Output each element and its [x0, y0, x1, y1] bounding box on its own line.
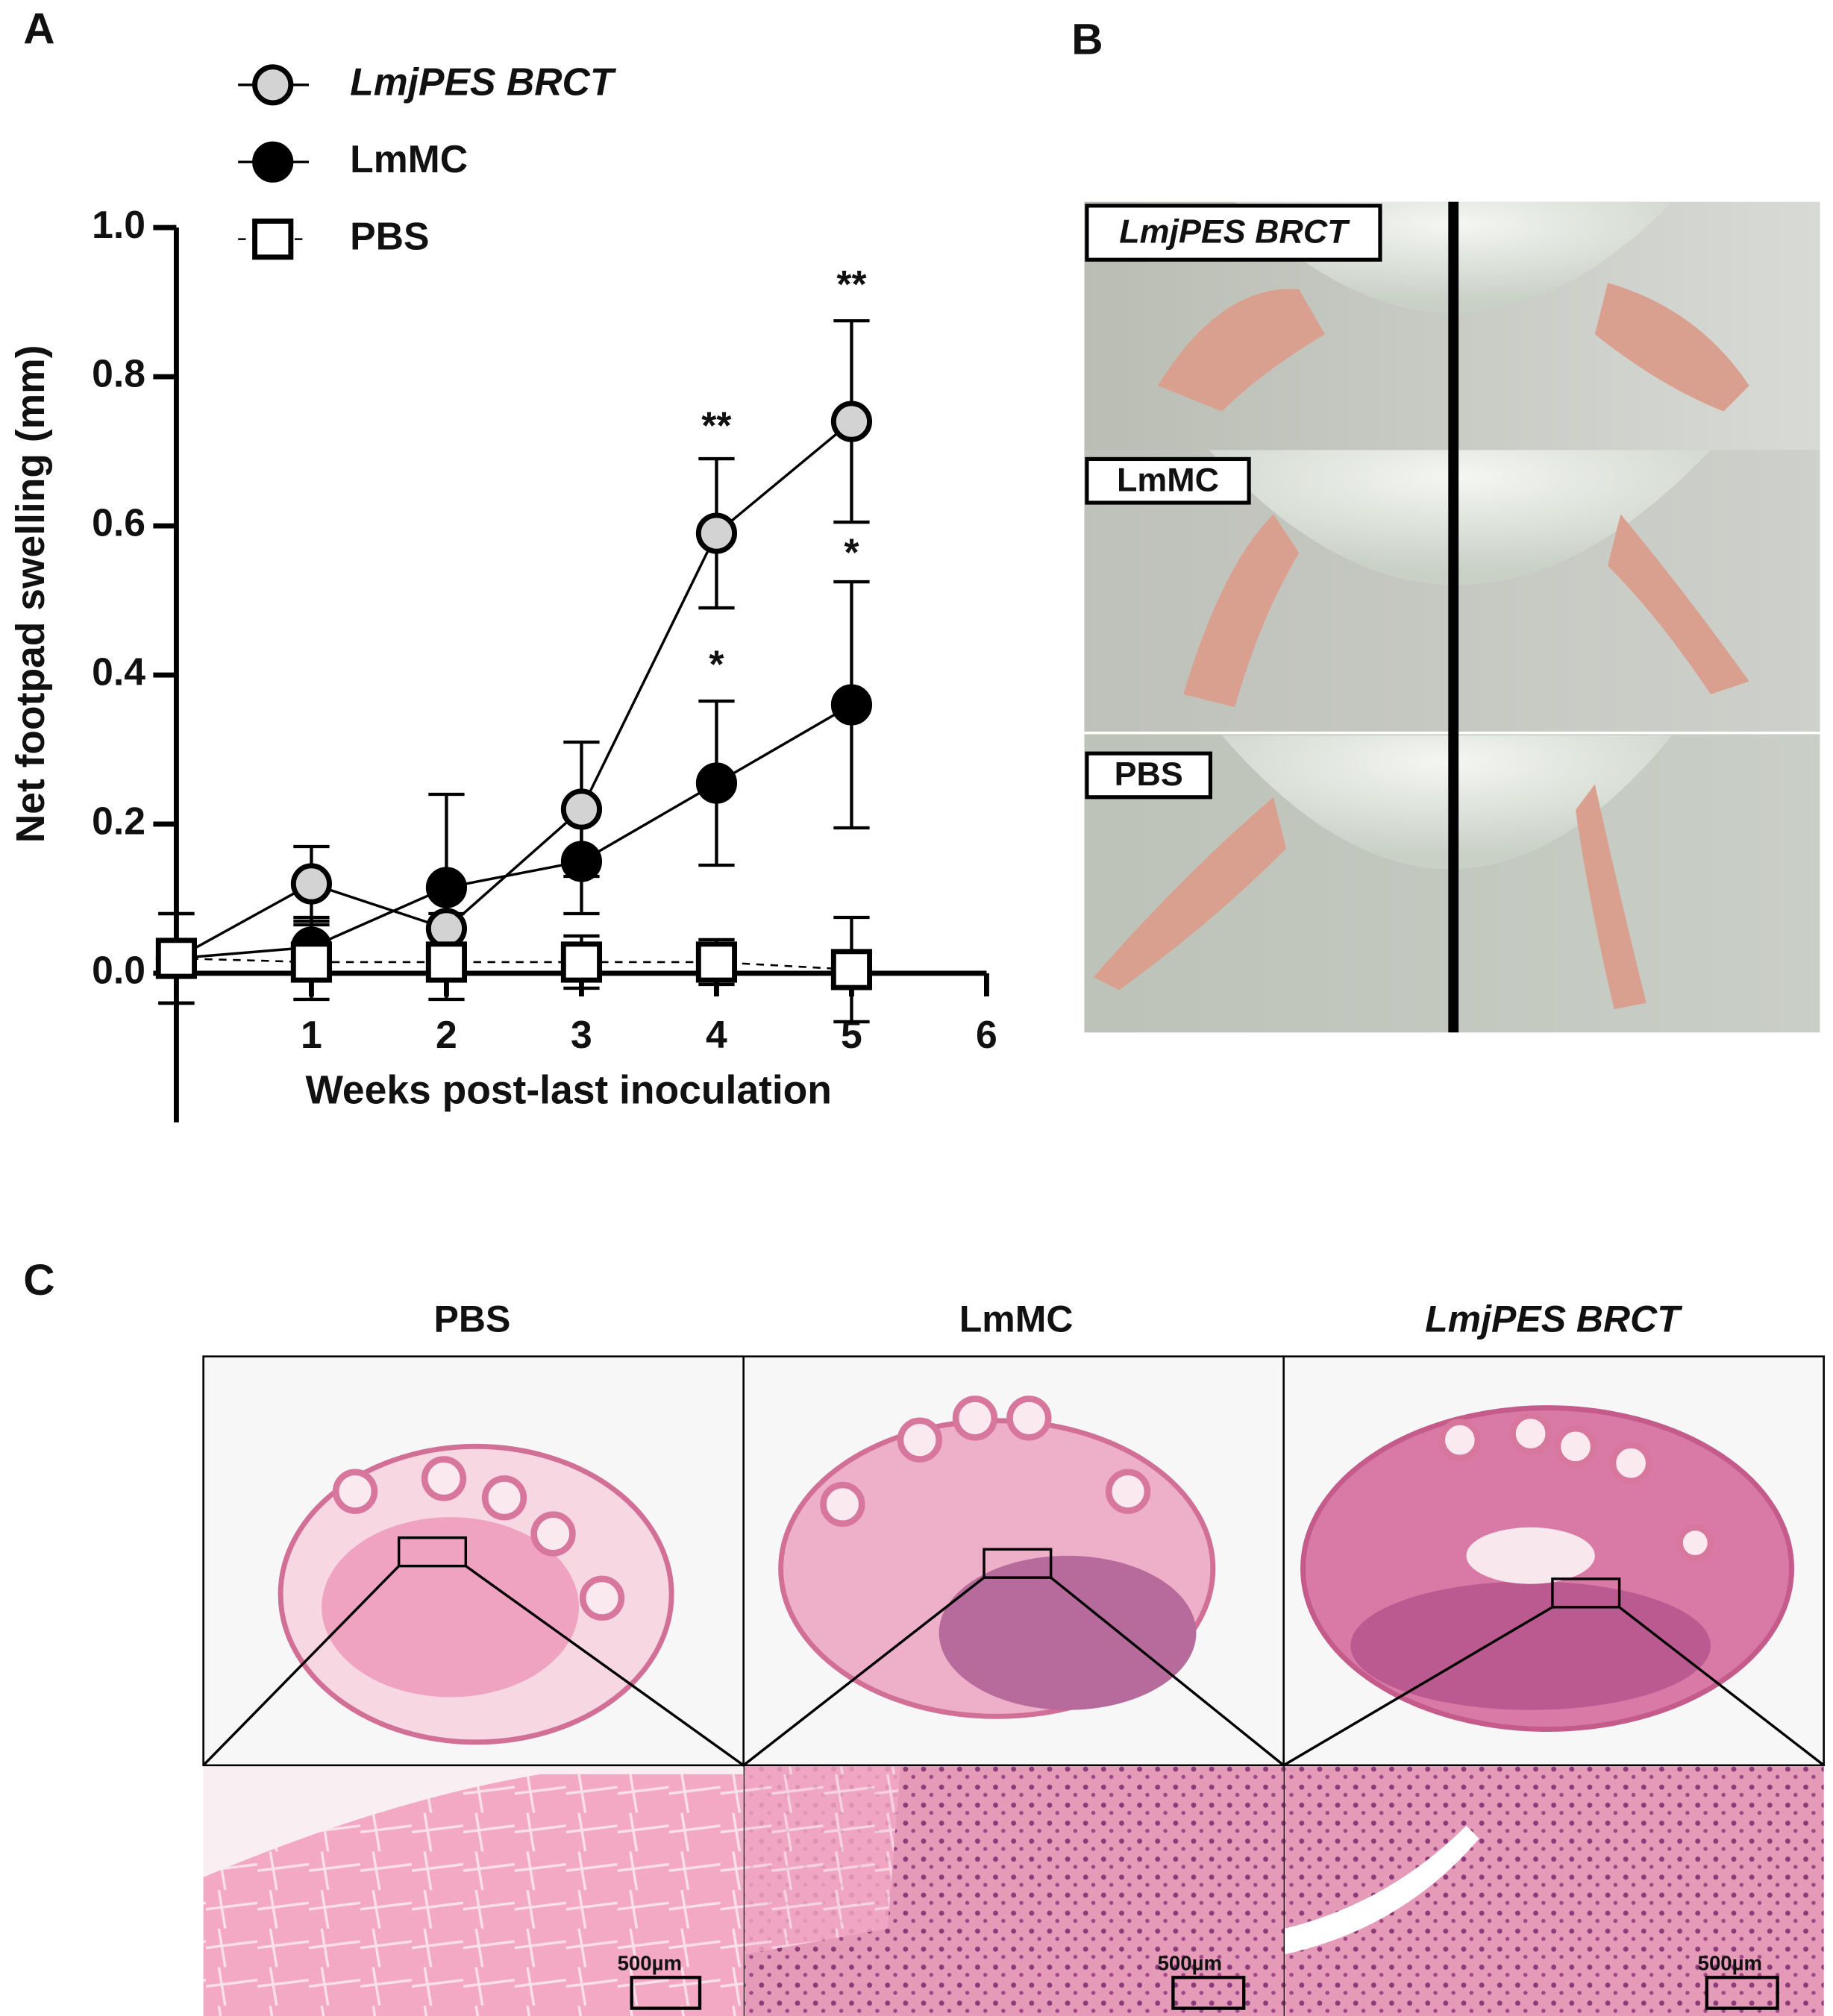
- column-title: LmjPES BRCT: [1425, 1298, 1683, 1340]
- significance: *: [709, 643, 724, 686]
- y-tick-label: 1.0: [92, 203, 145, 246]
- legend-marker: [252, 64, 294, 106]
- scale-bar-label: 500µm: [1698, 1951, 1762, 1974]
- marker: [695, 941, 738, 983]
- column-title: LmMC: [959, 1298, 1074, 1340]
- y-tick-label: 0.0: [92, 949, 145, 992]
- marker: [290, 941, 333, 983]
- marker: [560, 841, 603, 882]
- series-line: [176, 703, 853, 960]
- y-tick-label: 0.4: [92, 650, 145, 694]
- marker: [425, 908, 468, 949]
- marker: [290, 863, 333, 905]
- marker: [830, 949, 873, 990]
- marker: [695, 512, 738, 554]
- y-tick-label: 0.8: [92, 352, 145, 395]
- x-tick-label: 1: [301, 1013, 322, 1056]
- legend-label: LmMC: [350, 137, 468, 180]
- marker: [830, 684, 873, 726]
- column-title: PBS: [434, 1298, 511, 1340]
- scale-bar-label: 500µm: [1158, 1951, 1222, 1974]
- series-line: [175, 420, 853, 960]
- y-tick-label: 0.2: [92, 800, 145, 843]
- legend-label: PBS: [350, 214, 429, 257]
- panel-label: A: [23, 5, 54, 54]
- significance: **: [701, 404, 732, 448]
- marker: [425, 867, 468, 908]
- x-tick-label: 6: [976, 1013, 997, 1056]
- marker: [695, 762, 738, 804]
- legend-marker: [252, 219, 294, 260]
- marker: [425, 941, 468, 983]
- y-axis-title: Net footpad swelling (mm): [9, 345, 53, 844]
- significance: *: [844, 531, 859, 574]
- photo-panel: LmjPES BRCT LmMC PBS: [1084, 201, 1820, 1033]
- scale-bar-label: 500µm: [618, 1951, 682, 1974]
- x-tick-label: 4: [706, 1013, 727, 1056]
- x-tick-label: 3: [571, 1013, 592, 1056]
- photo-label: PBS: [1115, 756, 1183, 793]
- significance: **: [836, 263, 867, 306]
- photo-label: LmjPES BRCT: [1119, 213, 1350, 251]
- marker: [560, 788, 603, 830]
- legend-label: LmjPES BRCT: [350, 60, 617, 103]
- series-line: [176, 957, 852, 971]
- panel-label: B: [1071, 15, 1103, 63]
- panel-label: C: [23, 1256, 54, 1304]
- x-axis-title: Weeks post-last inoculation: [305, 1068, 832, 1112]
- x-tick-label: 2: [436, 1013, 457, 1056]
- marker: [830, 401, 873, 442]
- histology-panel: 500µm 500µm 500µm PBS LmMC LmjPES BRCT: [202, 1298, 1825, 2016]
- marker: [155, 938, 198, 979]
- legend-marker: [252, 141, 294, 183]
- marker: [560, 941, 603, 983]
- photo-label: LmMC: [1117, 461, 1219, 498]
- y-tick-label: 0.6: [92, 501, 145, 544]
